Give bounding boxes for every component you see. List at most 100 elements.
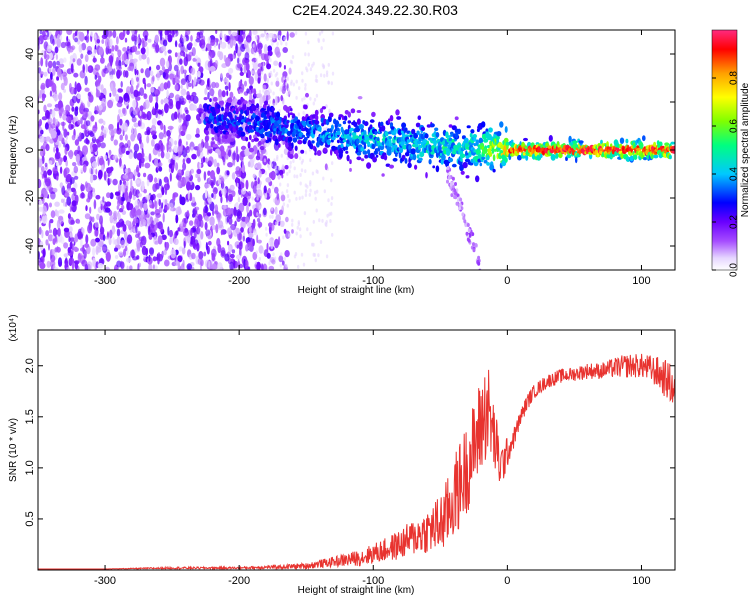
spectrogram-cell (90, 238, 97, 247)
spectrogram-cell (68, 257, 75, 264)
spectrogram-cell (149, 66, 152, 71)
spectrogram-cell (454, 116, 459, 121)
spectrogram-cell (198, 251, 204, 260)
spectrogram-cell (467, 238, 471, 243)
spectrogram-cell (200, 231, 204, 240)
spectrogram-cell (286, 92, 289, 97)
spectrogram-cell (280, 252, 283, 257)
spectrogram-cell (38, 226, 42, 235)
spectrogram-cell (132, 188, 138, 197)
spectrogram-cell (435, 132, 440, 138)
spectrogram-cell (148, 153, 152, 163)
spectrogram-cell (103, 67, 110, 74)
spectrogram-cell (207, 235, 212, 240)
spectrogram-cell (117, 121, 120, 131)
spectrogram-cell (299, 156, 302, 161)
spectrogram-cell (295, 95, 298, 100)
spectrogram-cell (105, 37, 110, 48)
spectrogram-cell (90, 31, 93, 37)
spectrogram-cell (344, 129, 350, 135)
spectrogram-cell (341, 115, 345, 121)
spectrogram-cell (74, 139, 79, 146)
spectrogram-cell (84, 75, 88, 86)
spectrogram-cell (366, 162, 372, 169)
spectrogram-cell (94, 64, 101, 71)
spectrogram-cell (207, 91, 210, 100)
spectrogram-cell (160, 150, 165, 159)
spectrogram-cell (294, 116, 299, 121)
spectrogram-cell (91, 161, 98, 169)
spectrogram-cell (428, 158, 432, 165)
spectrogram-cell (95, 237, 100, 243)
spectrogram-cell (634, 144, 637, 148)
spectrogram-cell (362, 150, 368, 155)
spectrogram-cell (104, 155, 108, 160)
spectrogram-cell (118, 251, 124, 257)
spectrogram-cell (46, 45, 53, 53)
spectrogram-cell (192, 241, 196, 249)
spectrogram-cell (83, 249, 87, 259)
spectrogram-cell (157, 235, 163, 245)
spectrogram-cell (330, 149, 333, 156)
spectrogram-cell (547, 145, 552, 149)
spectrogram-cell (86, 198, 91, 203)
spectrogram-cell (302, 110, 305, 115)
spectrogram-cell (404, 127, 408, 132)
spectrogram-cell (326, 128, 331, 133)
spectrogram-cell (196, 242, 200, 252)
spectrogram-cell (255, 61, 258, 66)
spectrogram-cell (122, 47, 127, 52)
spectrogram-cell (99, 215, 103, 225)
spectrogram-cell (284, 250, 290, 258)
spectrogram-cell (260, 70, 264, 75)
spectrogram-cell (81, 192, 85, 199)
spectrogram-cell (271, 41, 274, 46)
spectrogram-cell (276, 221, 279, 226)
spectrogram-cell (231, 172, 236, 180)
spectrogram-cell (212, 96, 218, 102)
chart-title: C2E4.2024.349.22.30.R03 (292, 2, 458, 18)
spectrogram-cell (197, 118, 202, 125)
spectrogram-cell (199, 39, 206, 49)
spectrogram-cell (63, 88, 66, 93)
spectrogram-cell (38, 158, 43, 168)
spectrogram-cell (118, 112, 124, 118)
spectrogram-cell (280, 153, 283, 158)
spectrogram-cell (46, 111, 51, 120)
spectrogram-cell (242, 182, 245, 189)
spectrogram-cell (445, 160, 449, 168)
spectrogram-cell (311, 171, 315, 176)
spectrogram-cell (86, 30, 89, 36)
spectrogram-cell (279, 30, 282, 36)
spectrogram-cell (93, 55, 96, 64)
spectrogram-cell (169, 73, 175, 80)
spectrogram-cell (304, 86, 307, 91)
spectrogram-cell (293, 190, 296, 195)
spectrogram-cell (196, 77, 202, 85)
spectrogram-cell (173, 260, 180, 266)
spectrogram-cell (68, 236, 71, 243)
spectrogram-cell (109, 214, 114, 224)
spectrogram-cell (45, 230, 49, 237)
spectrogram-cell (165, 152, 170, 160)
spectrogram-cell (247, 161, 251, 168)
spectrogram-cell (195, 55, 198, 60)
spectrogram-cell (283, 79, 286, 88)
spectrogram-cell (319, 107, 324, 114)
spectrogram-cell (316, 141, 320, 148)
spectrogram-cell (426, 124, 432, 128)
y-tick-label: 20 (24, 96, 36, 108)
spectrogram-cell (107, 157, 110, 166)
spectrogram-cell (395, 109, 400, 116)
spectrogram-cell (197, 215, 203, 221)
spectrogram-cell (74, 261, 79, 270)
spectrogram-cell (50, 210, 56, 219)
spectrogram-cell (116, 56, 119, 67)
spectrogram-cell (215, 223, 219, 234)
spectrogram-cell (458, 206, 461, 211)
spectrogram-cell (85, 137, 89, 144)
spectrogram-cell (446, 166, 450, 170)
spectrogram-cell (441, 154, 446, 161)
spectrogram-cell (460, 153, 466, 159)
spectrogram-cell (162, 212, 165, 223)
